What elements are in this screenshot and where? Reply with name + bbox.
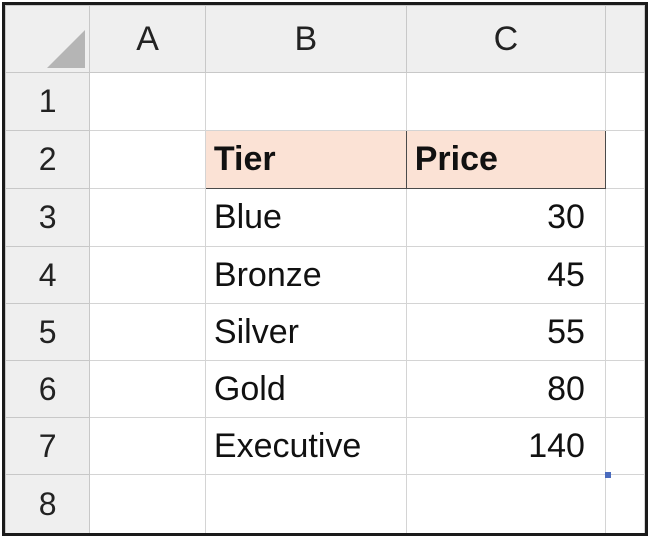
cell-d7[interactable] [604,417,645,475]
cell-c3-price[interactable]: 30 [405,188,606,247]
cell-a4[interactable] [89,246,206,304]
select-all-corner[interactable] [5,5,91,73]
cell-b5-tier[interactable]: Silver [204,303,407,361]
cell-a2[interactable] [89,130,206,189]
cell-d6[interactable] [604,360,645,418]
row-1: 1 [5,72,645,131]
cell-c7-price[interactable]: 140 [405,417,606,475]
cell-a3[interactable] [89,188,206,247]
column-header-b[interactable]: B [204,5,407,73]
cell-c8[interactable] [405,474,606,533]
row-header-7[interactable]: 7 [5,417,91,475]
row-header-5[interactable]: 5 [5,303,91,361]
column-header-row: A B C [5,5,645,73]
row-header-6[interactable]: 6 [5,360,91,418]
column-header-a[interactable]: A [89,5,206,73]
cell-b1[interactable] [204,72,407,131]
cell-c2-price-header[interactable]: Price [405,130,606,189]
cell-d5[interactable] [604,303,645,361]
row-6: 6 Gold 80 [5,360,645,418]
row-header-4[interactable]: 4 [5,246,91,304]
cell-b7-tier[interactable]: Executive [204,417,407,475]
row-4: 4 Bronze 45 [5,246,645,304]
cell-d1[interactable] [604,72,645,131]
spreadsheet-grid: A B C 1 2 Tier Price 3 Blue 30 4 [5,5,645,533]
cell-c6-price[interactable]: 80 [405,360,606,418]
column-header-c[interactable]: C [405,5,606,73]
cell-a6[interactable] [89,360,206,418]
row-3: 3 Blue 30 [5,188,645,247]
cell-b6-tier[interactable]: Gold [204,360,407,418]
row-2: 2 Tier Price [5,130,645,189]
row-header-2[interactable]: 2 [5,130,91,189]
cell-c5-price[interactable]: 55 [405,303,606,361]
cell-a1[interactable] [89,72,206,131]
select-all-triangle-icon [47,30,86,68]
row-header-8[interactable]: 8 [5,474,91,533]
cell-b3-tier[interactable]: Blue [204,188,407,247]
cell-b8[interactable] [204,474,407,533]
cell-c1[interactable] [405,72,606,131]
fill-handle[interactable] [605,472,611,478]
row-5: 5 Silver 55 [5,303,645,361]
cell-d8[interactable] [604,474,645,533]
cell-a8[interactable] [89,474,206,533]
cell-d3[interactable] [604,188,645,247]
row-header-1[interactable]: 1 [5,72,91,131]
column-header-d[interactable] [604,5,645,73]
cell-d4[interactable] [604,246,645,304]
row-7: 7 Executive 140 [5,417,645,475]
cell-a5[interactable] [89,303,206,361]
cell-b4-tier[interactable]: Bronze [204,246,407,304]
cell-b2-tier-header[interactable]: Tier [204,130,407,189]
row-header-3[interactable]: 3 [5,188,91,247]
cell-c4-price[interactable]: 45 [405,246,606,304]
cell-a7[interactable] [89,417,206,475]
row-8: 8 [5,474,645,533]
cell-d2[interactable] [604,130,645,189]
